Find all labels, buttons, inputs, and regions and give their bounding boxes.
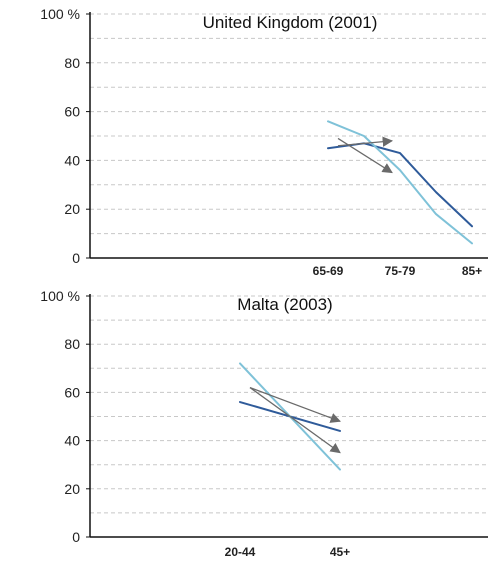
malta-trend-arrow (249, 387, 341, 454)
uk-trend-arrow (337, 136, 394, 147)
malta-chart-panel: 0 20 40 60 80 100 % 20-44 45+ Malta (2003) (40, 288, 488, 559)
malta-y-tick-label: 80 (64, 336, 80, 352)
malta-y-tick-label: 40 (64, 433, 80, 449)
malta-x-tick-label: 45+ (330, 545, 350, 559)
malta-chart-title: Malta (2003) (237, 295, 332, 314)
uk-x-tick-label: 85+ (462, 264, 482, 278)
malta-x-tick-label: 20-44 (225, 545, 256, 559)
uk-x-tick-label: 75-79 (385, 264, 416, 278)
uk-chart-title: United Kingdom (2001) (203, 13, 378, 32)
uk-x-tick-label: 65-69 (313, 264, 344, 278)
uk-y-tick-label: 40 (64, 152, 80, 168)
malta-trend-arrow (249, 386, 341, 423)
uk-y-tick-label: 100 % (40, 6, 80, 22)
uk-trend-arrow (337, 137, 393, 174)
uk-chart-panel: 0 20 40 60 80 100 % 65-69 75-79 85+ United Kingd… (40, 6, 488, 278)
malta-y-tick-label: 100 % (40, 288, 80, 304)
uk-series-line-light-blue (327, 120, 473, 245)
uk-y-tick-label: 0 (72, 250, 80, 266)
uk-y-tick-label: 80 (64, 55, 80, 71)
malta-y-tick-label: 20 (64, 481, 80, 497)
uk-y-tick-label: 60 (64, 104, 80, 120)
malta-y-tick-label: 60 (64, 384, 80, 400)
malta-y-tick-label: 0 (72, 529, 80, 545)
uk-y-tick-label: 20 (64, 201, 80, 217)
